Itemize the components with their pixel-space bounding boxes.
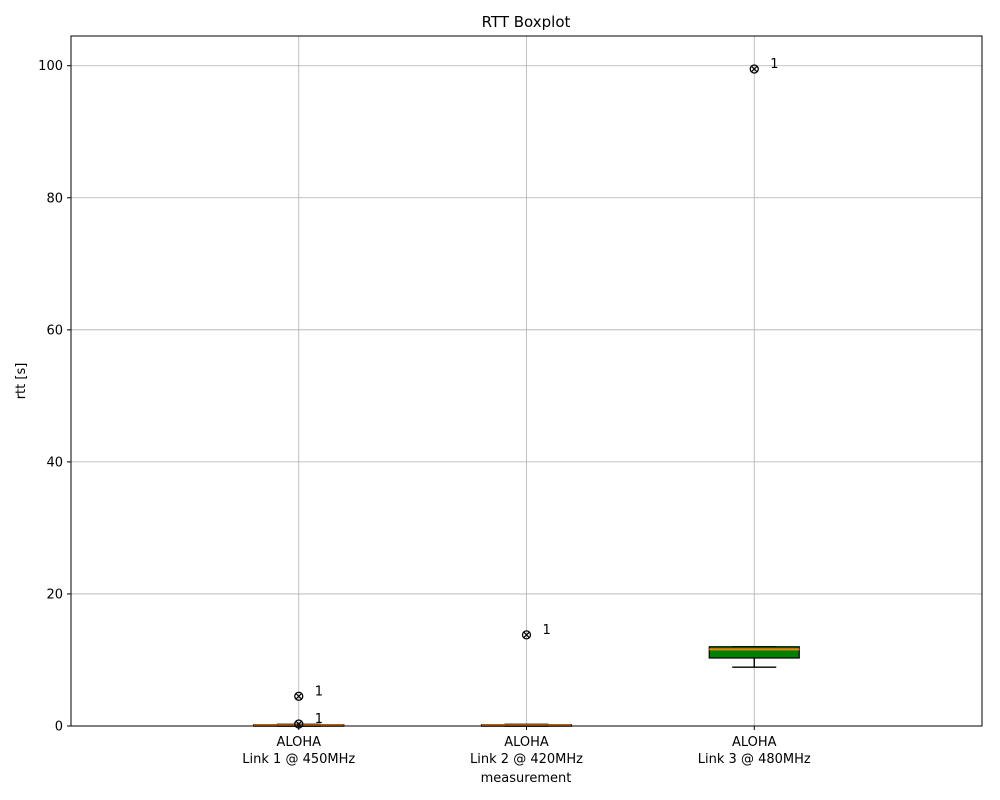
x-tick-label-line1: ALOHA	[504, 735, 549, 750]
y-tick-label: 80	[46, 191, 63, 206]
outlier-circle	[521, 630, 532, 640]
box-iqr	[708, 646, 800, 659]
outlier-markers: 1 1 1 1	[294, 57, 779, 729]
y-tick-label: 40	[46, 455, 63, 470]
outlier-point	[749, 64, 759, 74]
x-tick-label-line1: ALOHA	[732, 735, 777, 750]
outlier-circle	[749, 64, 759, 74]
outlier-point	[521, 630, 532, 640]
outlier-count-label: 1	[543, 623, 551, 638]
outlier-count-label: 1	[770, 57, 778, 72]
y-tick-label: 100	[38, 59, 63, 74]
x-tick-label-line2: Link 1 @ 450MHz	[242, 752, 355, 767]
outlier-cross-b	[295, 693, 302, 700]
outlier-count-label: 1	[315, 712, 323, 727]
grid-lines	[71, 36, 982, 727]
x-tick-label-line1: ALOHA	[276, 735, 321, 750]
x-axis-ticks: ALOHA Link 1 @ 450MHz ALOHA Link 2 @ 420MHz…	[242, 726, 811, 767]
chart-title: RTT Boxplot	[482, 13, 571, 31]
outlier-circle	[294, 691, 304, 701]
outlier-count-label: 1	[315, 684, 323, 699]
x-tick-label-line2: Link 3 @ 480MHz	[698, 752, 811, 767]
outlier-cross-b	[751, 65, 758, 73]
y-axis-ticks: 0 20 40 60 80 100	[38, 59, 71, 735]
x-tick-label-line2: Link 2 @ 420MHz	[470, 752, 583, 767]
y-axis-label: rtt [s]	[14, 363, 29, 400]
y-tick-label: 20	[46, 587, 63, 602]
outlier-cross-b	[523, 631, 530, 639]
y-tick-label: 0	[55, 720, 63, 735]
x-axis-label: measurement	[481, 771, 572, 786]
y-tick-label: 60	[46, 323, 63, 338]
outlier-point	[294, 691, 304, 701]
